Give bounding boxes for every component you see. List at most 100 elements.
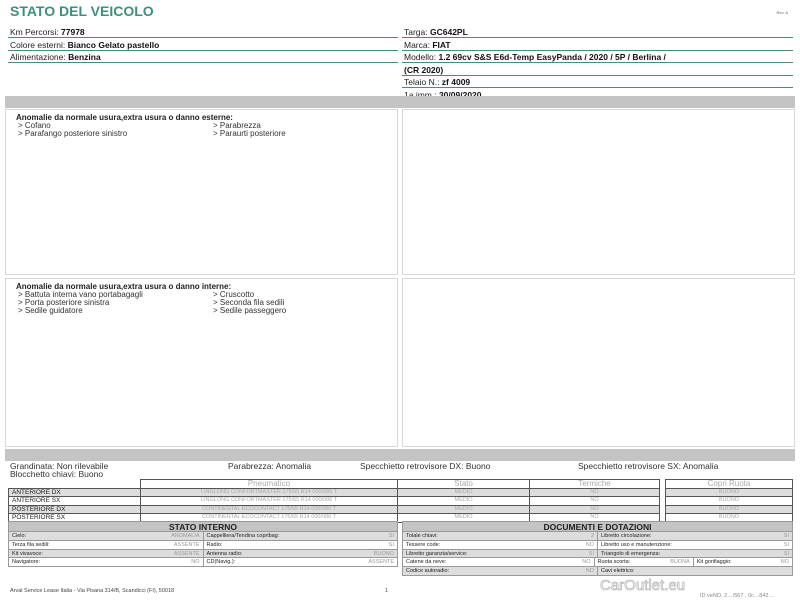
info-row: Tessere code: NO Libretto uso e manutenzio… (402, 540, 793, 550)
copri-ruota-table: Copri Ruota BUONO BUONO BUONO BUONO (665, 479, 793, 523)
copri-ruota-value: BUONO (665, 504, 793, 514)
blocchetto-chiavi: Blocchetto chiavi: Buono (10, 469, 104, 479)
info-label: Terza fila sedili: (12, 541, 50, 548)
section-divider (5, 96, 795, 108)
info-cell: Codice autoradio: NO (403, 567, 598, 575)
right_fields-label: Telaio N.: (404, 77, 442, 87)
stato-interno-title: STATO INTERNO (8, 521, 398, 532)
info-cell: Libretto uso e manutenzione: SI (598, 541, 792, 549)
info-cell: Kit gonfiaggio: NO (694, 558, 792, 566)
damage-item: > Cofano (18, 121, 51, 130)
right_fields-field: Marca: FIAT (402, 40, 793, 51)
info-value: ASSENTE (173, 550, 200, 557)
info-value: NO (585, 541, 594, 548)
right_fields-label: 1a imm.: (404, 89, 439, 100)
info-cell: Triangolo di emergenza: SI (598, 550, 792, 558)
page-number: 1 (385, 588, 389, 594)
info-value: ANOMALIA (171, 533, 200, 539)
specchietto-dx: Specchietto retrovisore DX: Buono (360, 461, 491, 471)
damage-item: > Sedile passeggero (213, 306, 287, 315)
left_fields-label: Colore esterni: (10, 39, 68, 50)
left_fields-field: Colore esterni: Bianco Gelato pastello (8, 40, 398, 51)
documenti-title: DOCUMENTI E DOTAZIONI (402, 521, 793, 532)
right_fields-value: zf 4009 (441, 77, 471, 87)
tyre-row: ANTERIORE SX LINGLONG CONFORTMASTER 175/6… (8, 496, 660, 506)
tyre-termiche: NO (529, 504, 660, 514)
copri-ruota-value: BUONO (665, 496, 793, 506)
parabrezza: Parabrezza: Anomalia (228, 461, 312, 471)
right_fields-label: Modello: (404, 52, 439, 62)
section-divider (5, 449, 795, 461)
info-label: Cappelliera/Tendina copribag: (206, 533, 280, 539)
info-row: Libretto garanzia/service: SI Triangolo di… (402, 549, 793, 559)
info-cell: Terza fila sedili: ASSENTE (9, 540, 204, 549)
info-cell: Cielo: ANOMALIA (9, 532, 204, 540)
tyre-termiche: NO (529, 487, 660, 497)
info-label: Navigatore: (12, 559, 41, 566)
info-row: Catene da neve: NO Ruota scorta: BUONA Kit g… (402, 558, 793, 568)
info-row: Terza fila sedili: ASSENTE Radio: SI (8, 540, 398, 550)
internal-damage-list: > Battuta interna vano portabagagli > Cru… (18, 291, 397, 315)
info-value: ASSENTE (368, 559, 394, 566)
tyre-stato: MEDIO (397, 504, 530, 514)
info-label: Ruota scorta: (597, 559, 631, 566)
tyre-pos: ANTERIORE SX (8, 496, 141, 506)
external-damage-box: Anomalie da normale usura,extra usura o … (5, 109, 398, 275)
info-cell: Kit vivavoce: ASSENTE (9, 549, 204, 558)
tyre-corner (8, 479, 141, 489)
info-label: Codice autoradio: (406, 568, 450, 575)
info-label: Libretto circolazione: (601, 533, 652, 539)
info-cell: Cavi elettrico: (598, 567, 792, 575)
tyre-row: ANTERIORE DX LINGLONG CONFORTMASTER 175/6… (8, 487, 660, 497)
info-label: Cielo: (12, 533, 27, 539)
damage-item: > Cruscotto (213, 290, 255, 299)
internal-damage-title: Anomalie da normale usura,extra usura o … (16, 282, 232, 291)
tyre-pos: ANTERIORE DX (8, 487, 141, 497)
info-value: NO (780, 559, 789, 566)
info-cell: Totale chiavi: 2 (403, 532, 598, 540)
info-label: Libretto uso e manutenzione: (601, 541, 672, 548)
info-label: CD(Navig.): (206, 559, 236, 566)
right_fields-label: Marca: (404, 39, 433, 50)
damage-item: > Sedile guidatore (18, 306, 83, 315)
stato-interno-section: STATO INTERNO Cielo: ANOMALIA Cappelliera/… (8, 521, 398, 568)
col-stato: Stato (397, 479, 530, 489)
tyre-termiche: NO (529, 496, 660, 506)
damage-item: > Parafango posteriore sinistro (18, 129, 128, 138)
tyre-table: Pneumatico Stato Termiche ANTERIORE DX LI… (8, 479, 660, 523)
info-cell: Catene da neve: NO (403, 558, 595, 567)
left_fields-value: Bianco Gelato pastello (67, 39, 160, 50)
right_fields-field: Modello: 1.2 69cv S&S E6d-Temp EasyPanda… (402, 52, 793, 63)
right_fields-field: (CR 2020) (402, 65, 793, 76)
damage-item: > Parabrezza (213, 121, 261, 130)
info-cell: Libretto garanzia/service: SI (403, 549, 598, 558)
info-value: SI (783, 541, 789, 548)
specchietto-sx: Specchietto retrovisore SX: Anomalia (578, 461, 719, 471)
footer-address: Arval Service Lease Italia - Via Pisana … (10, 588, 175, 594)
tyre-stato: MEDIO (397, 487, 530, 497)
info-row: Totale chiavi: 2 Libretto circolazione: SI (402, 532, 793, 541)
info-cell: Libretto circolazione: SI (598, 532, 792, 540)
documenti-section: DOCUMENTI E DOTAZIONI Totale chiavi: 2 Lib… (402, 521, 793, 576)
info-row: Kit vivavoce: ASSENTE Antenna radio: BUONO (8, 549, 398, 559)
info-value: NO (582, 559, 591, 566)
tyre-stato: MEDIO (397, 496, 530, 506)
external-damage-list: > Cofano > Parabrezza > Parafango posterio… (18, 122, 397, 138)
page-title: STATO DEL VEICOLO (10, 3, 154, 19)
right_fields-value: 30/09/2020 (438, 89, 482, 100)
info-value: BUONA (670, 559, 690, 566)
col-pneumatico: Pneumatico (140, 479, 398, 489)
info-label: Catene da neve: (406, 559, 447, 566)
document-id: ID veNO. 2…/567 , 0c…842… (700, 593, 774, 599)
info-cell: Tessere code: NO (403, 540, 598, 549)
damage-item: > Battuta interna vano portabagagli (18, 290, 143, 299)
info-value: SI (783, 533, 789, 539)
right_fields-value: 1.2 69cv S&S E6d-Temp EasyPanda / 2020 /… (438, 52, 666, 62)
right_fields-value: FIAT (432, 39, 451, 50)
info-label: Radio: (206, 541, 223, 548)
info-cell: Ruota scorta: BUONA (595, 558, 694, 567)
info-value: BUONO (373, 550, 394, 557)
info-value: SI (783, 550, 789, 557)
copri-ruota-value: BUONO (665, 487, 793, 497)
info-label: Libretto garanzia/service: (406, 550, 468, 557)
